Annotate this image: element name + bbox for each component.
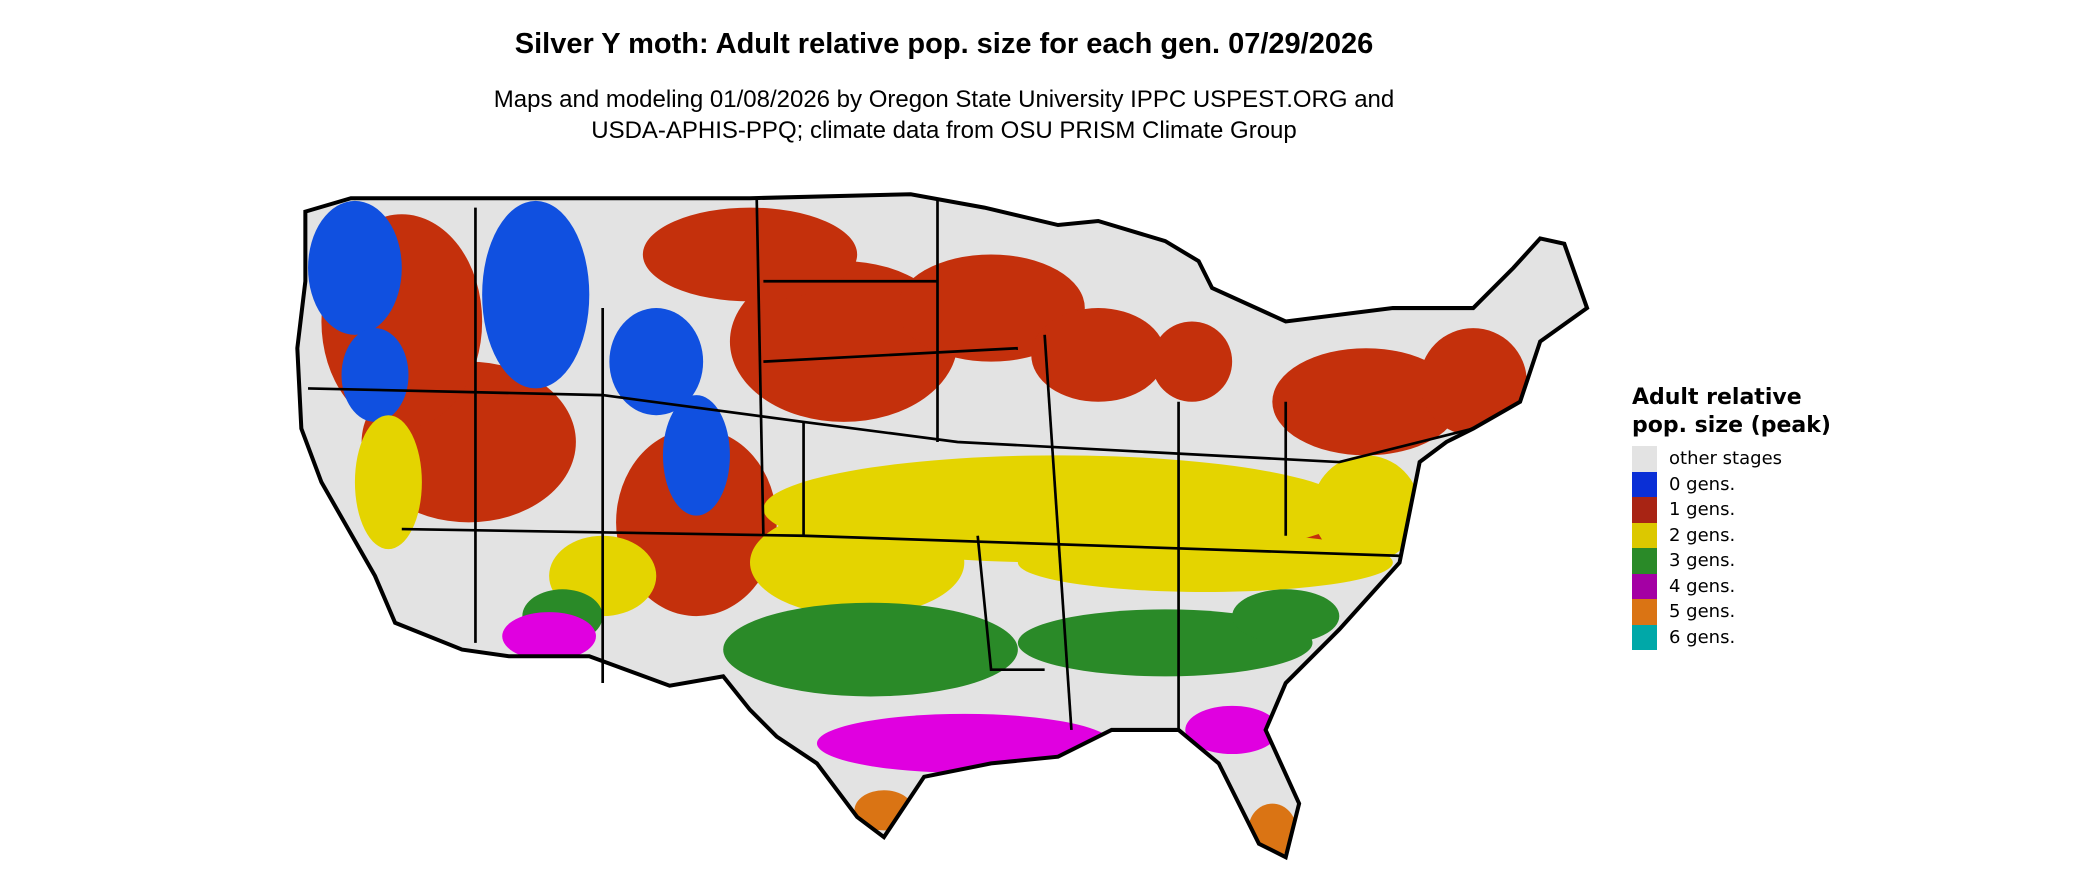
subtitle-line-1: Maps and modeling 01/08/2026 by Oregon S… — [493, 86, 1395, 113]
state-borders — [308, 198, 1474, 731]
map-title: Silver Y moth: Adult relative pop. size … — [514, 28, 1374, 60]
legend-title: Adult relative pop. size (peak) — [1632, 385, 1831, 438]
legend-item: 0 gens. — [1632, 471, 1832, 497]
legend-label: 1 gens. — [1669, 499, 1736, 521]
legend-item: 1 gens. — [1632, 497, 1832, 523]
legend-swatch — [1632, 573, 1657, 599]
legend-item: 3 gens. — [1632, 548, 1832, 574]
legend-label: other stages — [1669, 448, 1783, 470]
legend-swatch — [1632, 548, 1657, 574]
legend: Adult relative pop. size (peak) other st… — [1632, 384, 1832, 650]
legend-swatch — [1632, 624, 1657, 650]
legend-item: 6 gens. — [1632, 624, 1832, 650]
subtitle-line-2: USDA-APHIS-PPQ; climate data from OSU PR… — [591, 117, 1297, 144]
region-0-gen — [308, 200, 730, 516]
legend-item: 4 gens. — [1632, 573, 1832, 599]
legend-label: 6 gens. — [1669, 626, 1736, 648]
legend-item: 2 gens. — [1632, 522, 1832, 548]
legend-swatch — [1632, 522, 1657, 548]
legend-label: 4 gens. — [1669, 575, 1736, 597]
legend-label: 0 gens. — [1669, 473, 1736, 495]
region-3-gen — [522, 589, 1340, 697]
legend-swatch — [1632, 599, 1657, 625]
region-5-gen — [854, 790, 1297, 858]
legend-item: other stages — [1632, 446, 1832, 472]
legend-label: 3 gens. — [1669, 550, 1736, 572]
legend-swatch — [1632, 471, 1657, 497]
legend-swatch — [1632, 446, 1657, 472]
legend-swatch — [1632, 497, 1657, 523]
legend-label: 5 gens. — [1669, 601, 1736, 623]
legend-item: 5 gens. — [1632, 599, 1832, 625]
region-1-gen — [321, 207, 1527, 617]
legend-label: 2 gens. — [1669, 524, 1736, 546]
